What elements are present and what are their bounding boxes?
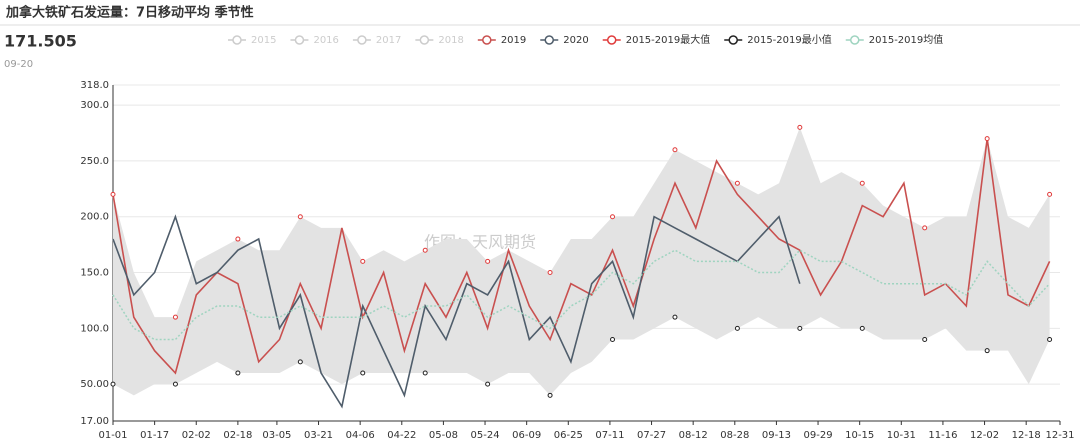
series-line: [112, 214, 801, 409]
legend-label: 2015: [251, 35, 276, 46]
legend-icon: [544, 35, 555, 45]
legend-label: 2016: [313, 35, 338, 46]
x-tick-label: 06-09: [512, 430, 541, 441]
legend-icon: [419, 35, 430, 45]
x-tick-label: 04-06: [346, 430, 375, 441]
extreme-point: [797, 325, 803, 331]
x-tick-label: 02-18: [223, 430, 252, 441]
x-tick-label: 10-15: [845, 430, 874, 441]
y-tick-label: 50.00: [80, 379, 109, 390]
x-tick-label: 05-24: [471, 430, 500, 441]
extreme-point: [672, 314, 678, 320]
x-tick-label: 02-02: [182, 430, 211, 441]
legend-label: 2015-2019最小值: [747, 33, 832, 46]
extreme-point: [610, 337, 616, 343]
x-tick-label: 11-16: [928, 430, 957, 441]
extreme-point: [922, 225, 928, 231]
x-tick-label: 10-31: [887, 430, 916, 441]
x-tick-label: 12-02: [970, 430, 999, 441]
x-tick-label: 12-18: [1012, 430, 1041, 441]
legend-label: 2017: [376, 35, 401, 46]
extreme-point: [110, 191, 116, 197]
extreme-point: [984, 136, 990, 142]
extreme-point: [360, 370, 366, 376]
x-tick-label: 01-01: [98, 430, 127, 441]
x-tick-label: 07-27: [637, 430, 666, 441]
extreme-point: [734, 180, 740, 186]
extreme-point: [797, 124, 803, 130]
x-tick-label: 06-25: [554, 430, 583, 441]
extreme-point: [547, 392, 553, 398]
extreme-point: [922, 337, 928, 343]
y-tick-label: 200.0: [80, 212, 109, 223]
extreme-point: [297, 359, 303, 365]
extreme-point: [485, 258, 491, 264]
x-tick-label: 05-08: [429, 430, 458, 441]
x-tick-label: 12-31: [1045, 430, 1074, 441]
legend-label: 2018: [438, 35, 463, 46]
series-line: [112, 138, 1051, 375]
extreme-point: [734, 325, 740, 331]
extreme-point: [422, 370, 428, 376]
extreme-point: [172, 381, 178, 387]
extreme-point: [672, 147, 678, 153]
legend-label: 2015-2019最大值: [626, 33, 711, 46]
y-tick-label: 250.0: [80, 156, 109, 167]
legend-label: 2019: [501, 35, 526, 46]
range-band: [113, 127, 1050, 396]
latest-value: 171.505: [4, 32, 77, 51]
extreme-point: [110, 381, 116, 387]
extreme-point: [422, 247, 428, 253]
extreme-point: [360, 258, 366, 264]
legend-icon: [850, 35, 860, 45]
extreme-point: [859, 180, 865, 186]
chart-title: 加拿大铁矿石发运量：7日移动平均 季节性: [5, 5, 254, 21]
legend-icon: [606, 35, 617, 45]
extreme-point: [172, 314, 178, 320]
x-tick-label: 04-22: [387, 430, 416, 441]
legend-label: 2015-2019均值: [869, 33, 944, 46]
legend-label: 2020: [563, 35, 588, 46]
extreme-point: [859, 325, 865, 331]
legend-icon: [728, 35, 738, 45]
legend-icon: [232, 35, 242, 45]
mean-line: [112, 249, 1051, 341]
y-tick-label: 318.0: [80, 80, 109, 91]
y-tick-label: 300.0: [80, 100, 109, 111]
y-tick-label: 17.00: [80, 416, 109, 427]
legend-icon: [294, 35, 305, 45]
x-tick-label: 01-17: [140, 430, 169, 441]
extreme-point: [235, 370, 241, 376]
extreme-point: [984, 348, 990, 354]
extreme-point: [1047, 191, 1053, 197]
extreme-point: [235, 236, 241, 242]
extreme-point: [297, 214, 303, 220]
x-tick-label: 09-29: [804, 430, 833, 441]
y-tick-label: 150.0: [80, 268, 109, 279]
extreme-point: [610, 214, 616, 220]
y-tick-label: 100.0: [80, 323, 109, 334]
legend-icon: [357, 35, 367, 45]
x-tick-label: 09-13: [762, 430, 791, 441]
extreme-point: [1047, 337, 1053, 343]
x-tick-label: 08-28: [720, 430, 749, 441]
x-tick-label: 08-12: [679, 430, 708, 441]
x-tick-label: 03-05: [262, 430, 291, 441]
latest-date: 09-20: [4, 59, 33, 70]
x-tick-label: 03-21: [304, 430, 333, 441]
legend-icon: [482, 35, 492, 45]
x-tick-label: 07-11: [595, 430, 624, 441]
extreme-point: [485, 381, 491, 387]
extreme-point: [547, 270, 553, 276]
